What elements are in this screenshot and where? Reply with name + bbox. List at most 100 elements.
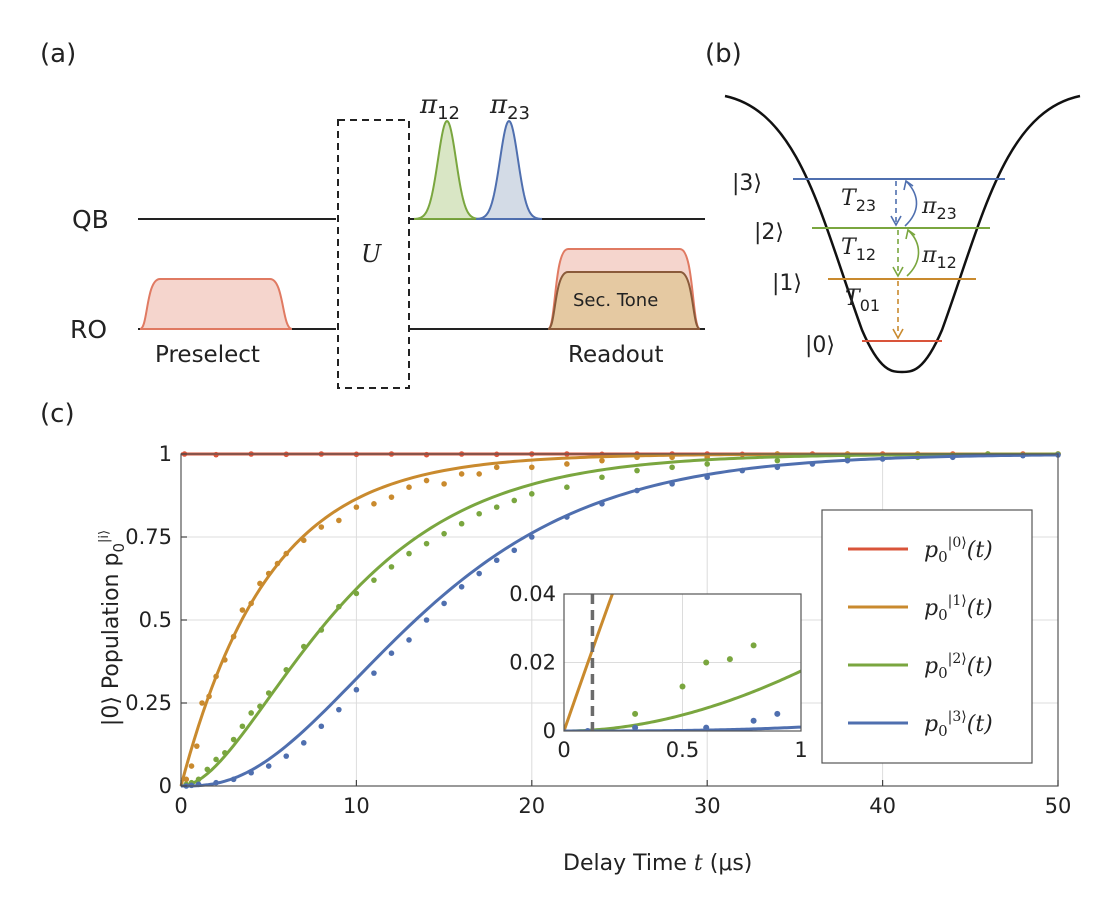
series-1-data-point [599, 457, 605, 464]
series-3-data-point [599, 501, 605, 507]
series-1-data-point [634, 454, 640, 461]
panel-b: (b) |0⟩ |1⟩ |2⟩ |3⟩ T23 T12 T01 π23 π12 [705, 39, 1081, 374]
t01-label: T01 [845, 286, 880, 315]
x-axis-label: Delay Time t (μs) [563, 851, 752, 876]
series-1-data-point [222, 657, 228, 663]
legend-entry-sup: |1⟩ [948, 593, 967, 609]
legend-entry-2: p0|2⟩(t) [924, 651, 993, 682]
series-3-data-point [371, 670, 377, 676]
panel-a-label: (a) [40, 39, 76, 69]
legend-entry-base: p [924, 654, 938, 679]
series-0-data-point [213, 451, 219, 458]
pi23-label: π23 [489, 90, 530, 124]
inset-series-2-data-point [703, 659, 710, 666]
drive-pi23-sub: 23 [936, 204, 956, 223]
inset-x-tick-label: 0 [557, 738, 570, 762]
drive-pi23-label: π23 [921, 194, 957, 223]
x-tick-label: 20 [518, 794, 545, 818]
panel-c-label: (c) [40, 399, 75, 429]
series-2-data-point [599, 474, 605, 481]
series-3-data-point [318, 723, 325, 730]
pi12-sub: 12 [437, 103, 460, 124]
panel-b-label: (b) [705, 39, 742, 69]
legend-entry-tail: (t) [967, 712, 993, 737]
t23-label: T23 [841, 186, 876, 215]
series-3-data-point [634, 487, 640, 494]
legend-entry-sup: |2⟩ [948, 651, 967, 667]
drive-pi12-arrow [906, 230, 920, 277]
series-2-data-point [318, 627, 325, 633]
series-2-data-point [248, 710, 254, 716]
series-3-data-point [704, 474, 710, 481]
legend-entry-sub: 0 [938, 548, 948, 566]
y-tick-label: 0.75 [125, 525, 172, 549]
inset-series-3-data-point [774, 710, 781, 717]
decay-3-2-head [890, 215, 902, 227]
series-1-data-point [388, 494, 395, 500]
inset-y-tick-label: 0.04 [509, 582, 556, 606]
series-3-data-point [493, 557, 500, 564]
x-axis-label-var: t [694, 851, 703, 876]
readout-label: Readout [568, 342, 663, 368]
y-tick-label: 0.25 [125, 691, 172, 715]
drive-pi12-label: π12 [921, 243, 957, 272]
y-tick-label: 0 [159, 774, 172, 798]
inset-series-2-data-point [632, 710, 639, 717]
series-1-data-point [336, 517, 342, 524]
inset-ticks: 0 0.5 1 0 0.02 0.04 [509, 582, 807, 762]
inset-series-2-data-point [726, 656, 733, 663]
legend-entry-sub: 0 [938, 664, 948, 682]
inset-series-3-data-point [584, 728, 591, 731]
legend-entry-sub: 0 [938, 722, 948, 740]
inset-series-2-data-point [679, 683, 686, 690]
drive-pi12-head [905, 228, 916, 240]
series-3-data-point [336, 706, 342, 713]
series-2-data-point [774, 457, 781, 464]
series-1-data-point [283, 550, 290, 557]
series-2-data-point [230, 736, 237, 743]
y-axis-label-main: |0⟩ Population p [99, 553, 124, 727]
inset-series-3-data-point [632, 724, 639, 731]
pi12-label: π12 [419, 90, 460, 124]
series-2-data-point [564, 484, 570, 491]
series-1-data-point [529, 464, 535, 471]
series-3-data-point [265, 763, 272, 769]
t23-name: T [841, 186, 858, 211]
ket-1: |1⟩ [772, 271, 802, 296]
pi23-pulse [476, 119, 543, 221]
drive-pi23-name: π [921, 194, 937, 219]
series-2-data-point [353, 590, 360, 597]
preselect-label: Preselect [155, 342, 260, 368]
x-tick-label: 0 [174, 794, 187, 818]
series-1-data-point [476, 471, 482, 477]
secondary-tone-label: Sec. Tone [573, 290, 658, 311]
series-2-data-point [704, 461, 710, 467]
legend: p0|0⟩(t)p0|1⟩(t)p0|2⟩(t)p0|3⟩(t) [848, 535, 993, 740]
pi23-sub: 23 [507, 103, 530, 124]
series-2-data-point [257, 703, 263, 710]
series-2-data-point [493, 504, 500, 510]
panel-a: (a) QB RO Preselect U π12 π23 Sec. Tone … [40, 39, 705, 389]
series-2-data-point [300, 643, 307, 650]
series-3-data-point [529, 534, 535, 540]
series-2-data-point [265, 690, 272, 696]
unitary-gate-label: U [361, 240, 382, 268]
decay-2-1-head [892, 266, 904, 278]
series-3-data-point [353, 686, 360, 693]
series-1-data-point [239, 607, 246, 613]
legend-entry-tail: (t) [967, 596, 993, 621]
t12-label: T12 [841, 235, 876, 264]
series-2-fit-line [180, 452, 1058, 788]
t12-name: T [841, 235, 858, 260]
y-axis-label: |0⟩ Population p0|i⟩ [97, 530, 128, 726]
series-3-data-point [406, 637, 412, 643]
legend-entry-tail: (t) [967, 538, 993, 563]
series-3-data-point [879, 456, 886, 462]
inset-series-2-fit-line [564, 669, 801, 731]
series-3-data-point [213, 779, 219, 786]
legend-entry-base: p [924, 712, 938, 737]
series-0-data-point [423, 451, 430, 458]
legend-entry-base: p [924, 596, 938, 621]
